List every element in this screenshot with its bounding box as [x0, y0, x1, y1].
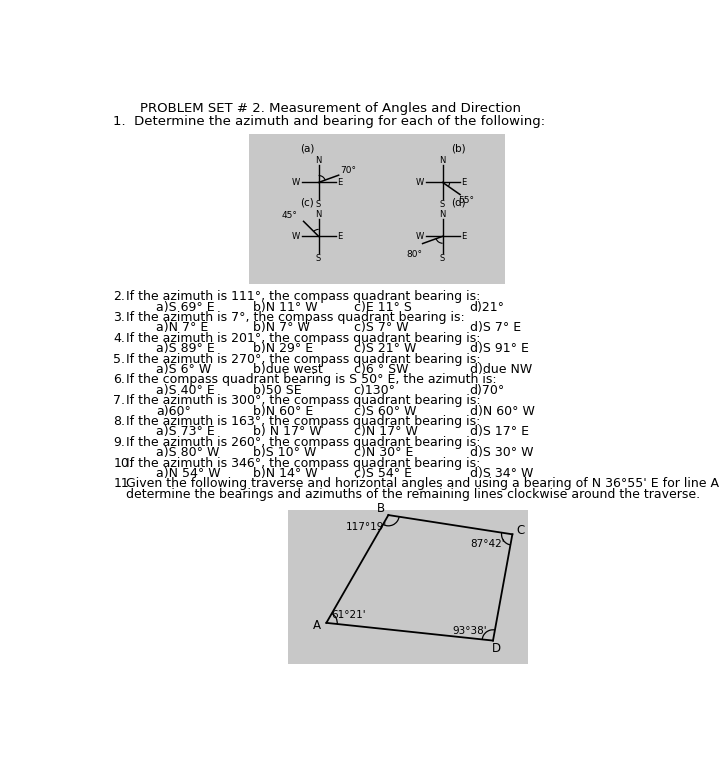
Text: 2.: 2.: [113, 290, 125, 303]
Text: 10.: 10.: [113, 456, 133, 469]
Text: c)N 17° W: c)N 17° W: [354, 425, 418, 439]
Text: If the azimuth is 300°, the compass quadrant bearing is:: If the azimuth is 300°, the compass quad…: [127, 394, 481, 407]
Text: b)N 60° E: b)N 60° E: [253, 404, 313, 417]
Text: a)S 80° W: a)S 80° W: [156, 446, 220, 459]
Text: c)S 7° W: c)S 7° W: [354, 321, 408, 334]
Text: W: W: [292, 232, 300, 241]
Text: E: E: [337, 232, 343, 241]
Text: 9.: 9.: [113, 436, 125, 449]
Text: b)N 29° E: b)N 29° E: [253, 342, 313, 356]
Text: c)N 30° E: c)N 30° E: [354, 446, 413, 459]
Text: a)S 69° E: a)S 69° E: [156, 301, 215, 314]
Text: S: S: [440, 254, 445, 263]
Bar: [287, 510, 528, 664]
Text: 5.: 5.: [113, 353, 125, 365]
Text: d)S 7° E: d)S 7° E: [469, 321, 521, 334]
Text: c)6 ° SW: c)6 ° SW: [354, 363, 408, 376]
Text: d)N 60° W: d)N 60° W: [469, 404, 535, 417]
Text: 7.: 7.: [113, 394, 125, 407]
Text: 87°42': 87°42': [470, 539, 505, 549]
Text: 8.: 8.: [113, 415, 125, 428]
Text: (c): (c): [300, 197, 314, 207]
Text: C: C: [516, 524, 524, 537]
Text: 80°: 80°: [407, 250, 423, 259]
Text: If the azimuth is 201°, the compass quadrant bearing is:: If the azimuth is 201°, the compass quad…: [127, 332, 481, 345]
Text: 4.: 4.: [113, 332, 125, 345]
Text: b)N 7° W: b)N 7° W: [253, 321, 310, 334]
Text: S: S: [316, 200, 321, 209]
Text: b)N 14° W: b)N 14° W: [253, 467, 318, 480]
Text: 93°38': 93°38': [452, 626, 487, 636]
Text: c)S 60° W: c)S 60° W: [354, 404, 416, 417]
Text: If the azimuth is 7°, the compass quadrant bearing is:: If the azimuth is 7°, the compass quadra…: [127, 311, 465, 324]
Text: D: D: [492, 642, 501, 655]
Text: b)due west: b)due west: [253, 363, 323, 376]
Text: If the azimuth is 346°, the compass quadrant bearing is:: If the azimuth is 346°, the compass quad…: [127, 456, 481, 469]
Text: c)E 11° S: c)E 11° S: [354, 301, 411, 314]
Text: If the azimuth is 260°, the compass quadrant bearing is:: If the azimuth is 260°, the compass quad…: [127, 436, 481, 449]
Text: 1.  Determine the azimuth and bearing for each of the following:: 1. Determine the azimuth and bearing for…: [113, 114, 545, 127]
Text: d)S 34° W: d)S 34° W: [469, 467, 533, 480]
Text: 55°: 55°: [459, 196, 474, 205]
Text: a)N 54° W: a)N 54° W: [156, 467, 220, 480]
Text: S: S: [316, 254, 321, 263]
Text: b) N 17° W: b) N 17° W: [253, 425, 322, 439]
Text: d)S 91° E: d)S 91° E: [469, 342, 528, 356]
Text: Given the following traverse and horizontal angles and using a bearing of N 36°5: Given the following traverse and horizon…: [127, 478, 720, 491]
Text: 70°: 70°: [340, 166, 356, 175]
Text: A: A: [313, 620, 321, 633]
Text: E: E: [462, 232, 467, 241]
Text: N: N: [439, 210, 446, 219]
Text: If the compass quadrant bearing is S 50° E, the azimuth is:: If the compass quadrant bearing is S 50°…: [127, 373, 497, 386]
Text: If the azimuth is 163°, the compass quadrant bearing is:: If the azimuth is 163°, the compass quad…: [127, 415, 481, 428]
Text: If the azimuth is 111°, the compass quadrant bearing is:: If the azimuth is 111°, the compass quad…: [127, 290, 481, 303]
Text: W: W: [292, 178, 300, 187]
Text: b)N 11° W: b)N 11° W: [253, 301, 318, 314]
Text: N: N: [439, 156, 446, 165]
Text: b)50 SE: b)50 SE: [253, 384, 302, 397]
Text: c)130°: c)130°: [354, 384, 395, 397]
Text: S: S: [440, 200, 445, 209]
Text: a)S 89° E: a)S 89° E: [156, 342, 215, 356]
Text: 61°21': 61°21': [330, 610, 365, 620]
Text: (a): (a): [300, 143, 314, 153]
Text: b)S 10° W: b)S 10° W: [253, 446, 316, 459]
Text: d)due NW: d)due NW: [469, 363, 532, 376]
Text: E: E: [462, 178, 467, 187]
Text: d)S 17° E: d)S 17° E: [469, 425, 528, 439]
Text: N: N: [315, 156, 322, 165]
Text: determine the bearings and azimuths of the remaining lines clockwise around the : determine the bearings and azimuths of t…: [127, 488, 701, 501]
Text: a)60°: a)60°: [156, 404, 191, 417]
Bar: [249, 134, 505, 284]
Text: If the azimuth is 270°, the compass quadrant bearing is:: If the azimuth is 270°, the compass quad…: [127, 353, 481, 365]
Text: a)S 40° E: a)S 40° E: [156, 384, 215, 397]
Text: (b): (b): [451, 143, 465, 153]
Text: B: B: [377, 502, 384, 515]
Text: a)S 6° W: a)S 6° W: [156, 363, 211, 376]
Text: d)S 30° W: d)S 30° W: [469, 446, 534, 459]
Text: N: N: [315, 210, 322, 219]
Text: E: E: [337, 178, 343, 187]
Text: 117°19': 117°19': [346, 522, 387, 532]
Text: c)S 21° W: c)S 21° W: [354, 342, 416, 356]
Text: a)N 7° E: a)N 7° E: [156, 321, 208, 334]
Text: d)21°: d)21°: [469, 301, 505, 314]
Text: (d): (d): [451, 197, 465, 207]
Text: W: W: [415, 178, 424, 187]
Text: c)S 54° E: c)S 54° E: [354, 467, 412, 480]
Text: 11.: 11.: [113, 478, 133, 491]
Text: PROBLEM SET # 2. Measurement of Angles and Direction: PROBLEM SET # 2. Measurement of Angles a…: [140, 101, 521, 114]
Text: 3.: 3.: [113, 311, 125, 324]
Text: W: W: [415, 232, 424, 241]
Text: 6.: 6.: [113, 373, 125, 386]
Text: d)70°: d)70°: [469, 384, 505, 397]
Text: a)S 73° E: a)S 73° E: [156, 425, 215, 439]
Text: 45°: 45°: [282, 211, 297, 220]
